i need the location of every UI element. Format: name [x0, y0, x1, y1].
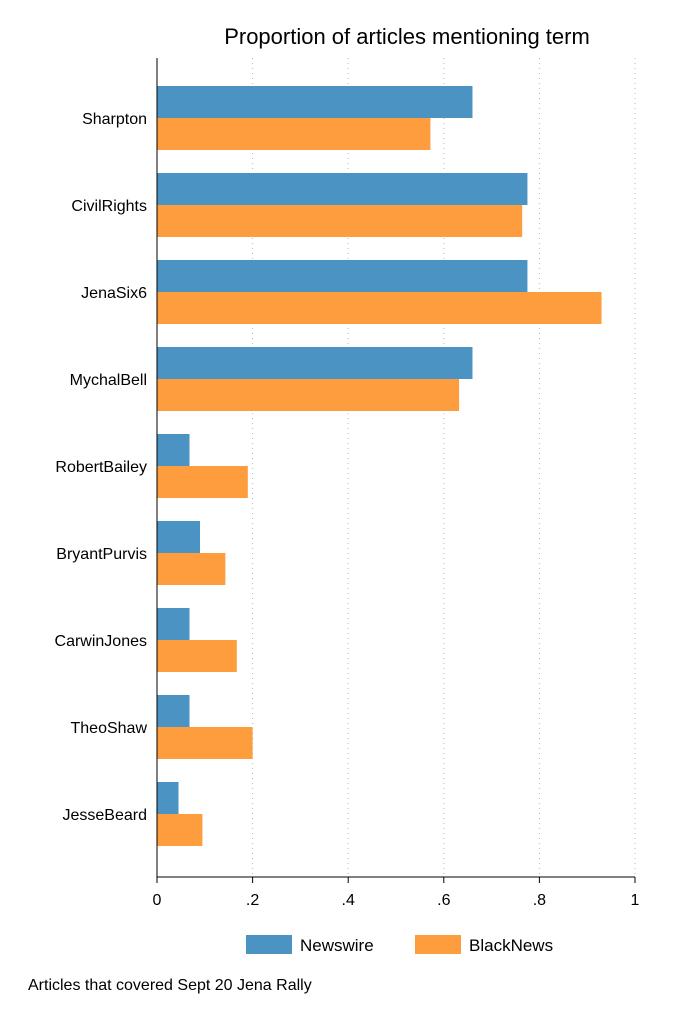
axes: [156, 58, 636, 883]
x-tick-label: 0: [153, 892, 162, 909]
category-label: TheoShaw: [71, 720, 148, 737]
category-label: RobertBailey: [55, 459, 147, 476]
legend-swatch-newswire: [246, 935, 292, 954]
bar-newswire-theoshaw: [157, 695, 190, 727]
bar-blacknews-bryantpurvis: [157, 553, 226, 585]
chart-note: Articles that covered Sept 20 Jena Rally: [28, 977, 312, 994]
bar-blacknews-carwinjones: [157, 640, 237, 672]
category-label: JenaSix6: [81, 285, 147, 302]
bar-blacknews-jessebeard: [157, 814, 203, 846]
bar-blacknews-sharpton: [157, 118, 431, 150]
bar-newswire-carwinjones: [157, 608, 190, 640]
bar-blacknews-robertbailey: [157, 466, 248, 498]
bar-newswire-sharpton: [157, 86, 473, 118]
category-label: JesseBeard: [63, 807, 148, 824]
category-label: MychalBell: [70, 372, 147, 389]
bar-newswire-bryantpurvis: [157, 521, 201, 553]
bar-newswire-jessebeard: [157, 782, 179, 814]
bar-blacknews-civilrights: [157, 205, 523, 237]
x-tick-label: .4: [342, 892, 355, 909]
x-tick-label: .6: [437, 892, 450, 909]
bars: [157, 86, 602, 846]
bar-newswire-jenasix6: [157, 260, 528, 292]
bar-newswire-civilrights: [157, 173, 528, 205]
bar-newswire-mychalbell: [157, 347, 473, 379]
x-tick-label: .2: [246, 892, 259, 909]
category-label: CarwinJones: [55, 633, 147, 650]
legend-label-newswire: Newswire: [300, 936, 374, 955]
category-labels: Sharpton CivilRights JenaSix6 MychalBell Rob…: [55, 111, 148, 824]
category-label: BryantPurvis: [56, 546, 147, 563]
x-tick-label: .8: [533, 892, 546, 909]
x-tick-labels: 0 .2 .4 .6 .8 1: [153, 892, 640, 909]
category-label: CivilRights: [71, 198, 147, 215]
bar-blacknews-mychalbell: [157, 379, 460, 411]
category-label: Sharpton: [82, 111, 147, 128]
chart-title: Proportion of articles mentioning term: [224, 24, 590, 49]
legend: Newswire BlackNews: [246, 935, 553, 955]
legend-label-blacknews: BlackNews: [469, 936, 553, 955]
bar-newswire-robertbailey: [157, 434, 190, 466]
bar-blacknews-jenasix6: [157, 292, 602, 324]
bar-blacknews-theoshaw: [157, 727, 253, 759]
legend-swatch-blacknews: [415, 935, 461, 954]
x-tick-label: 1: [631, 892, 640, 909]
